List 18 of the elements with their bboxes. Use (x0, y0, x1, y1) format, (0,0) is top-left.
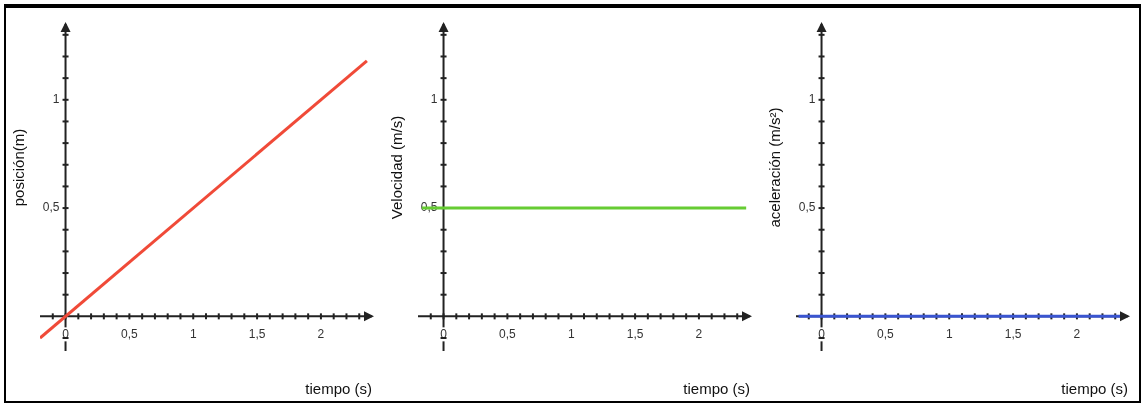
x-tick-label: 0,5 (121, 326, 139, 341)
x-axis-title: tiempo (s) (1061, 379, 1128, 397)
x-tick-label: 1,5 (626, 326, 644, 341)
x-tick-label: 2 (1073, 326, 1081, 341)
x-tick-label: 1 (189, 326, 197, 341)
x-tick-label: 1,5 (1004, 326, 1022, 341)
y-axis-title: aceleración (m/s²) (766, 107, 784, 228)
x-tick-label: 0,5 (877, 326, 895, 341)
x-tick-label: 2 (695, 326, 703, 341)
x-tick-label: 1 (945, 326, 953, 341)
y-axis-title: posición(m) (10, 128, 28, 207)
x-axis-title: tiempo (s) (683, 379, 750, 397)
x-tick-label: 1 (567, 326, 575, 341)
y-axis-title: Velocidad (m/s) (388, 115, 406, 220)
x-tick-label: 2 (317, 326, 325, 341)
x-tick-label: 0,5 (499, 326, 517, 341)
x-axis-title: tiempo (s) (305, 379, 372, 397)
x-tick-label: 1,5 (248, 326, 266, 341)
